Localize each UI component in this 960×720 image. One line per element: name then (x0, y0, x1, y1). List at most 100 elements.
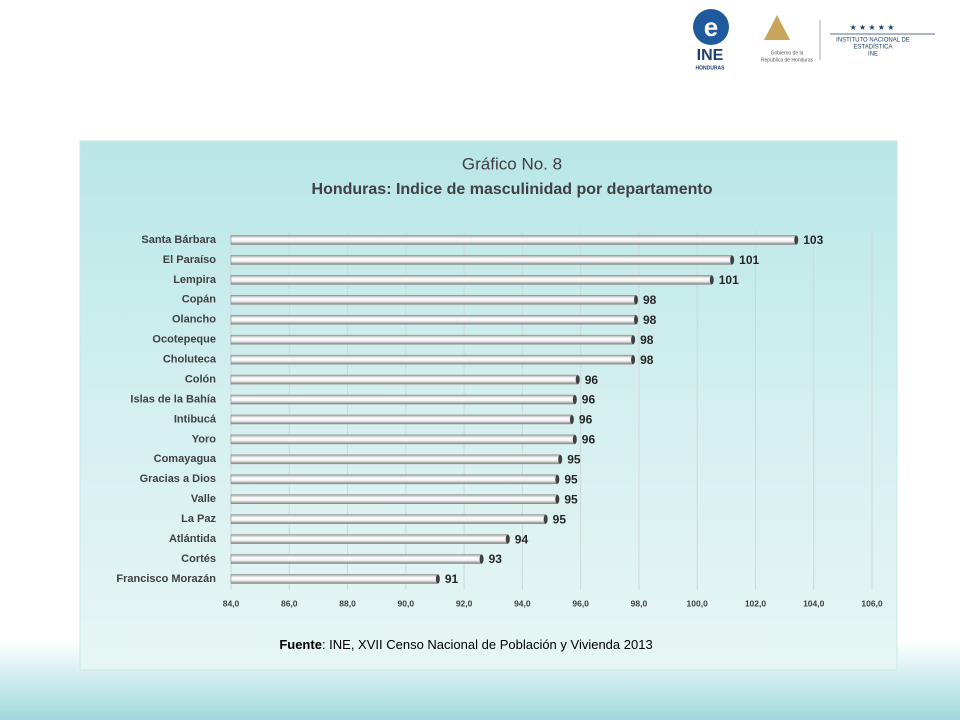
bar-cap (575, 375, 580, 385)
logo-e: e (704, 12, 718, 42)
gov-text: Gobierno de la (771, 50, 804, 56)
value-label: 93 (489, 552, 503, 566)
inst-logo: ★ ★ ★ ★ ★ INSTITUTO NACIONAL DE ESTADÍST… (830, 23, 935, 58)
bar-cap (572, 434, 577, 444)
value-label: 95 (553, 512, 567, 526)
value-label: 96 (582, 433, 596, 447)
bar-cap (505, 534, 510, 544)
y-tick-label: Gracias a Dios (140, 473, 216, 485)
bar (230, 574, 439, 584)
x-tick-label: 84,0 (223, 598, 240, 608)
x-tick-label: 106,0 (861, 598, 883, 608)
chart-title: Gráfico No. 8 (462, 154, 562, 173)
y-tick-label: Olancho (172, 314, 216, 326)
y-tick-label: Yoro (192, 433, 217, 445)
value-label: 95 (564, 492, 578, 506)
bar-cap (572, 395, 577, 405)
bar (230, 354, 634, 365)
bar-cap (631, 355, 636, 365)
y-tick-label: Cortés (181, 553, 216, 565)
y-tick-label: Intibucá (174, 413, 217, 425)
bar-cap (558, 454, 563, 464)
y-tick-label: Colón (185, 373, 216, 385)
x-tick-label: 86,0 (281, 598, 298, 608)
inst-text: ESTADÍSTICA (854, 44, 893, 51)
value-label: 95 (564, 472, 578, 486)
y-tick-label: Santa Bárbara (141, 234, 216, 246)
bar (230, 414, 573, 425)
x-tick-label: 92,0 (456, 598, 473, 608)
value-label: 96 (585, 373, 599, 387)
value-label: 94 (515, 532, 529, 546)
y-tick-label: Ocotepeque (152, 334, 216, 346)
y-tick-label: Choluteca (163, 354, 217, 366)
x-tick-label: 88,0 (339, 598, 356, 608)
bar-cap (633, 315, 638, 325)
x-tick-label: 104,0 (803, 598, 825, 608)
y-tick-label: Lempira (173, 274, 217, 286)
bar (230, 235, 797, 245)
y-tick-label: Islas de la Bahía (130, 393, 216, 405)
bar (230, 434, 576, 445)
value-label: 101 (719, 273, 739, 287)
bar-cap (479, 554, 484, 564)
bar (230, 394, 576, 405)
bar (230, 514, 546, 524)
gov-logo: Gobierno de la República de Honduras (761, 15, 814, 63)
value-label: 91 (445, 572, 459, 586)
bar-cap (709, 275, 714, 285)
bar (230, 275, 713, 285)
bar-cap (555, 494, 560, 504)
value-label: 98 (643, 313, 657, 327)
bar (230, 554, 482, 564)
bar-cap (631, 335, 636, 345)
chart-panel (79, 140, 898, 671)
bar (230, 534, 509, 544)
logo-subtext: HONDURAS (696, 65, 726, 71)
bar (230, 295, 637, 305)
source-label: Fuente (279, 637, 322, 652)
value-label: 98 (640, 333, 654, 347)
stars: ★ ★ ★ ★ ★ (850, 23, 895, 32)
bar (230, 494, 558, 505)
source-note: Fuente: INE, XVII Censo Nacional de Pobl… (279, 637, 652, 652)
gov-text: República de Honduras (761, 57, 814, 63)
y-tick-label: Valle (191, 493, 216, 505)
bar-cap (794, 235, 799, 245)
source-text: : INE, XVII Censo Nacional de Población … (322, 637, 653, 652)
y-tick-label: Copán (182, 294, 217, 306)
bar (230, 374, 579, 385)
x-tick-label: 102,0 (745, 598, 767, 608)
y-tick-label: La Paz (181, 513, 216, 525)
y-tick-label: Comayagua (154, 453, 217, 465)
y-tick-label: Francisco Morazán (116, 573, 216, 585)
bar-cap (569, 414, 574, 424)
value-label: 96 (579, 413, 593, 427)
x-tick-label: 94,0 (514, 598, 531, 608)
inst-text: INE (868, 52, 878, 58)
bar (230, 334, 634, 345)
x-tick-label: 96,0 (572, 598, 589, 608)
value-label: 98 (643, 293, 657, 307)
bar-cap (435, 574, 440, 584)
value-label: 103 (803, 233, 823, 247)
value-label: 101 (739, 253, 759, 267)
bar-cap (633, 295, 638, 305)
bar-cap (555, 474, 560, 484)
value-label: 95 (567, 453, 581, 467)
bar (230, 314, 637, 325)
inst-text: INSTITUTO NACIONAL DE (836, 38, 910, 44)
bar (230, 454, 561, 465)
value-label: 96 (582, 393, 596, 407)
x-tick-label: 98,0 (631, 598, 648, 608)
value-label: 98 (640, 353, 654, 367)
bar (230, 255, 733, 265)
logo-text: INE (697, 47, 724, 64)
y-tick-label: El Paraíso (163, 254, 216, 266)
ine-logo: e INE HONDURAS (693, 9, 729, 71)
bar-cap (730, 255, 735, 265)
chart-subtitle: Honduras: Indice de masculinidad por dep… (312, 181, 713, 198)
bar-cap (543, 514, 548, 524)
x-tick-label: 90,0 (398, 598, 415, 608)
